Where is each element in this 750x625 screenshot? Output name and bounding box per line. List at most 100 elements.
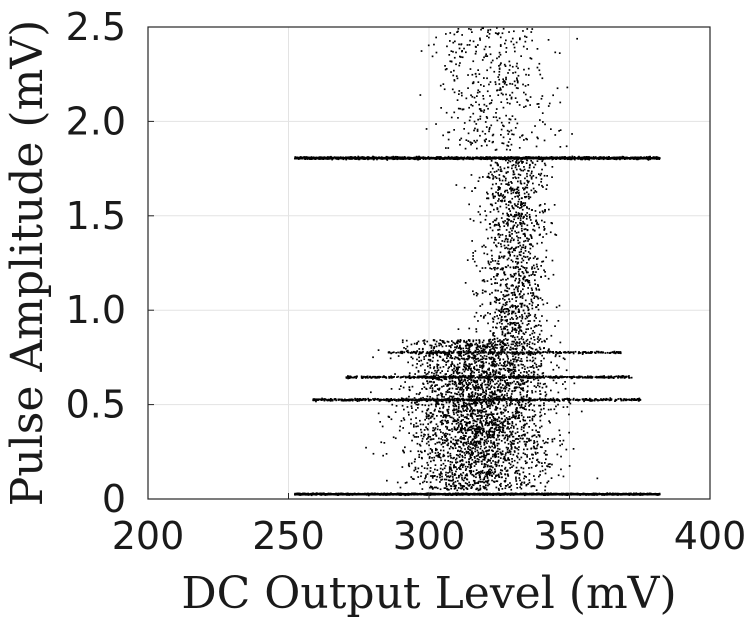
data-point <box>459 493 461 496</box>
data-point <box>589 400 592 402</box>
data-point <box>399 492 402 495</box>
data-point <box>550 156 553 159</box>
data-point <box>387 493 390 495</box>
data-point <box>368 157 371 160</box>
data-point <box>645 493 647 495</box>
data-point <box>640 492 642 495</box>
data-point <box>428 157 430 160</box>
data-point <box>548 157 551 159</box>
data-point <box>547 493 550 496</box>
data-point <box>297 157 300 159</box>
data-point <box>317 157 320 160</box>
data-point <box>585 493 587 495</box>
data-point <box>551 493 553 495</box>
data-point <box>336 158 338 160</box>
data-point <box>535 493 537 496</box>
data-point <box>505 493 508 495</box>
data-point <box>345 158 348 161</box>
data-point <box>575 492 577 495</box>
data-point <box>619 493 622 496</box>
data-point <box>581 157 584 159</box>
data-point <box>323 157 325 159</box>
data-point <box>622 157 624 159</box>
data-point <box>623 156 626 159</box>
data-point <box>571 493 574 495</box>
data-point <box>344 493 346 495</box>
data-point <box>643 157 646 159</box>
data-point <box>476 493 479 496</box>
data-point <box>433 493 435 495</box>
data-point <box>559 493 561 496</box>
data-point <box>456 492 459 495</box>
data-point <box>355 158 357 160</box>
data-point <box>613 493 616 496</box>
data-point <box>480 158 482 161</box>
data-point <box>583 157 586 160</box>
data-point <box>499 158 501 160</box>
data-point <box>299 156 302 158</box>
data-point <box>606 492 609 494</box>
data-point <box>322 493 324 496</box>
data-point <box>340 157 343 160</box>
data-point <box>419 157 422 159</box>
data-point <box>521 158 523 161</box>
data-point <box>499 158 502 160</box>
data-point <box>301 493 304 495</box>
data-point <box>472 158 475 161</box>
data-point <box>306 493 308 495</box>
data-point <box>525 157 527 160</box>
data-point <box>465 157 468 160</box>
data-point <box>294 157 296 160</box>
data-point <box>537 493 539 496</box>
data-point <box>304 156 306 159</box>
data-point <box>623 493 626 495</box>
data-point <box>615 158 618 161</box>
data-point <box>294 492 297 495</box>
data-point <box>609 493 612 495</box>
data-point <box>510 156 513 159</box>
data-point <box>555 158 558 160</box>
data-point <box>486 158 488 161</box>
data-point <box>469 493 472 496</box>
data-point <box>604 157 606 160</box>
data-point <box>368 156 371 159</box>
data-point <box>541 492 543 495</box>
data-point <box>299 157 302 160</box>
data-point <box>533 156 536 159</box>
data-point <box>418 155 420 158</box>
data-point <box>585 157 588 160</box>
data-point <box>537 157 540 160</box>
data-point <box>346 157 348 160</box>
data-point <box>573 157 576 160</box>
data-point <box>354 156 356 158</box>
data-point <box>385 155 388 158</box>
data-point <box>607 156 609 159</box>
data-point <box>592 156 595 159</box>
data-point <box>498 156 500 159</box>
data-point <box>626 157 628 159</box>
data-point <box>580 493 582 496</box>
data-point <box>546 157 548 159</box>
data-point <box>540 157 543 160</box>
data-point <box>629 157 631 159</box>
data-point <box>372 156 375 158</box>
data-point <box>540 493 543 496</box>
data-point <box>376 398 379 401</box>
data-point <box>352 157 355 159</box>
data-point <box>442 493 445 495</box>
data-point <box>444 493 447 496</box>
data-point <box>327 158 329 160</box>
data-point <box>358 493 361 496</box>
data-point <box>641 493 643 496</box>
data-point <box>475 399 478 402</box>
data-point <box>332 157 334 159</box>
data-point <box>490 157 492 160</box>
data-point <box>311 156 314 159</box>
data-point <box>532 157 535 160</box>
data-point <box>392 156 394 159</box>
data-point <box>406 157 408 160</box>
data-point <box>297 158 300 160</box>
data-point <box>358 158 361 161</box>
data-point <box>384 493 387 496</box>
